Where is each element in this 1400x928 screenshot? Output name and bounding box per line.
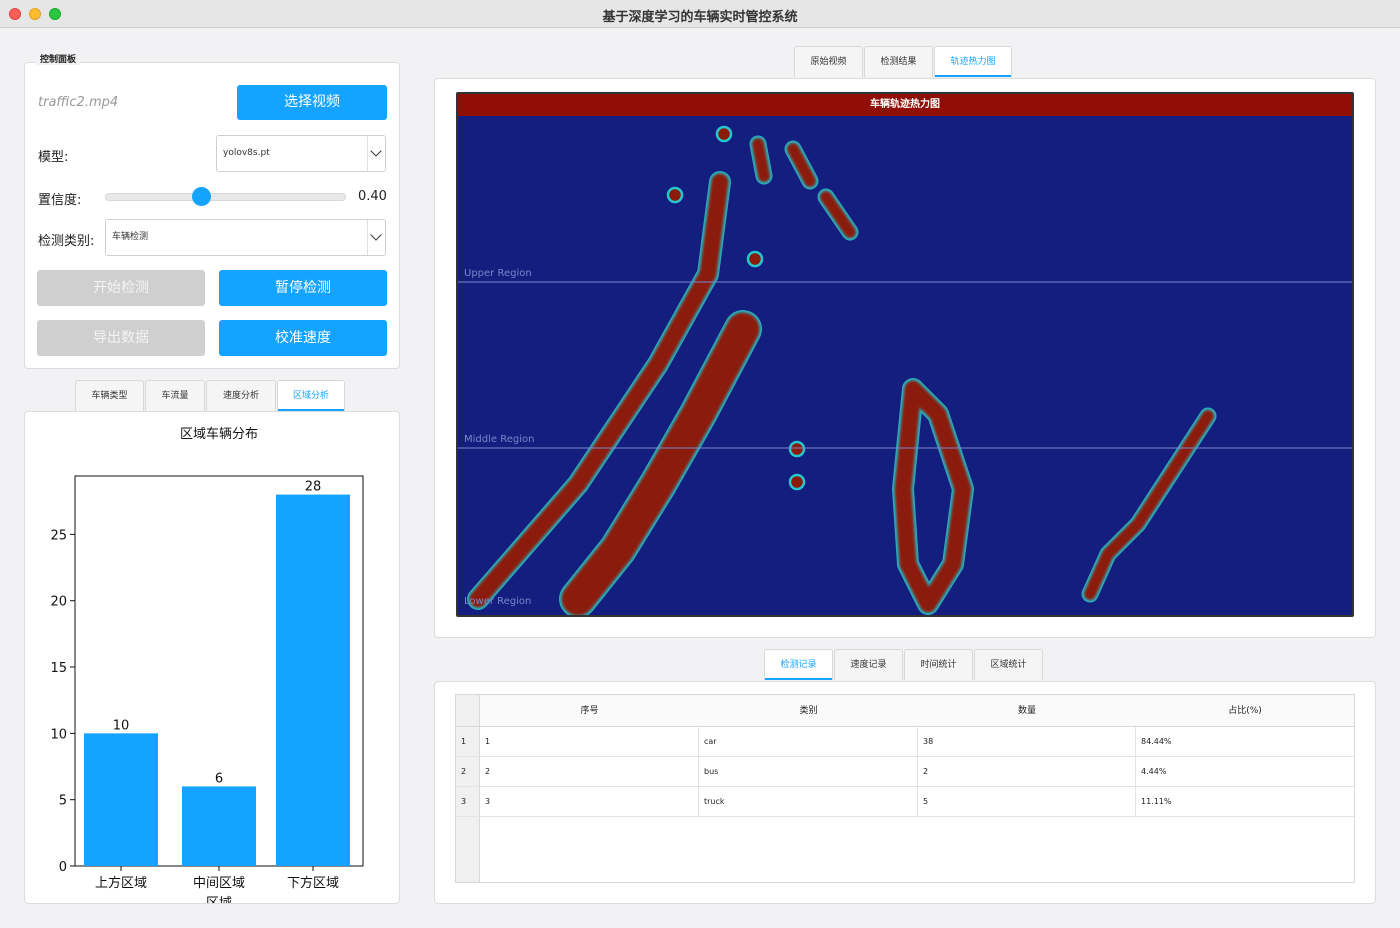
x-tick-label: 下方区域 [287, 875, 339, 891]
close-window-button[interactable] [9, 8, 21, 20]
table-cell[interactable]: 5 [918, 787, 1136, 817]
tab-traffic-flow[interactable]: 车流量 [145, 380, 205, 411]
y-tick-label: 15 [50, 661, 67, 676]
table-cell[interactable]: truck [699, 787, 918, 817]
tab-vehicle-type[interactable]: 车辆类型 [75, 380, 144, 411]
region-label-middle: Middle Region [464, 434, 534, 445]
y-tick-label: 10 [50, 727, 67, 742]
table-cell[interactable]: 38 [918, 727, 1136, 757]
bar-data-label: 10 [113, 718, 130, 733]
control-panel-title: 控制面板 [36, 52, 81, 65]
export-data-button[interactable]: 导出数据 [37, 320, 205, 356]
heatmap-header-text: 车辆轨迹热力图 [870, 99, 940, 110]
y-tick-label: 25 [50, 528, 67, 543]
chart-bar [276, 494, 350, 866]
y-tick-label: 5 [59, 794, 67, 809]
chart-bar [84, 733, 158, 866]
heatmap-trails: Upper Region Middle Region Lower Region [458, 125, 1352, 615]
heatmap-header-bar: 车辆轨迹热力图 [458, 94, 1352, 116]
x-tick-label: 区域 [206, 896, 232, 903]
region-label-lower: Lower Region [464, 596, 531, 607]
confidence-label: 置信度: [38, 193, 82, 208]
tab-region-stats[interactable]: 区域统计 [974, 649, 1043, 680]
table-cell[interactable]: 11.11% [1141, 797, 1172, 806]
table-cell[interactable]: 84.44% [1141, 737, 1172, 746]
calibrate-speed-button[interactable]: 校准速度 [219, 320, 387, 356]
table-corner[interactable] [456, 695, 480, 727]
table-cell[interactable]: 2 [480, 757, 699, 787]
pause-detection-button[interactable]: 暂停检测 [219, 270, 387, 306]
column-header-index[interactable]: 序号 [480, 695, 699, 727]
model-select[interactable]: yolov8s.pt [216, 135, 386, 172]
row-number: 2 [461, 767, 467, 776]
model-select-value: yolov8s.pt [223, 148, 270, 158]
table-row[interactable]: 3 3 truck 5 11.11% [456, 787, 1354, 817]
tab-detection-result[interactable]: 检测结果 [864, 46, 933, 77]
table-cell[interactable]: 2 [918, 757, 1136, 787]
title-bar: 基于深度学习的车辆实时管控系统 [0, 0, 1400, 28]
table-cell[interactable]: 3 [480, 787, 699, 817]
tab-speed-analysis[interactable]: 速度分析 [206, 380, 276, 411]
chevron-down-icon [367, 220, 385, 255]
confidence-value: 0.40 [358, 189, 387, 204]
table-row-header-column [456, 727, 480, 882]
chart-bar [182, 786, 256, 866]
column-header-count[interactable]: 数量 [918, 695, 1136, 727]
confidence-slider-handle[interactable] [192, 187, 211, 206]
window-title: 基于深度学习的车辆实时管控系统 [602, 10, 798, 25]
start-detection-button[interactable]: 开始检测 [37, 270, 205, 306]
x-tick-label: 中间区域 [193, 876, 245, 891]
video-file-name: traffic2.mp4 [38, 95, 119, 110]
y-tick-label: 20 [50, 595, 67, 610]
table-row[interactable]: 2 2 bus 2 4.44% [456, 757, 1354, 787]
tab-original-video[interactable]: 原始视频 [794, 46, 863, 77]
tab-trajectory-heatmap[interactable]: 轨迹热力图 [934, 46, 1012, 77]
category-select[interactable]: 车辆检测 [105, 219, 386, 256]
y-tick-label: 0 [59, 860, 67, 875]
category-label: 检测类别: [38, 234, 95, 249]
select-video-button[interactable]: 选择视频 [237, 85, 387, 120]
table-cell[interactable]: bus [699, 757, 918, 787]
app-body: 控制面板 traffic2.mp4 选择视频 模型: yolov8s.pt 置信… [0, 28, 1400, 928]
bar-data-label: 28 [305, 480, 322, 495]
tab-speed-records[interactable]: 速度记录 [834, 649, 903, 680]
model-label: 模型: [38, 150, 69, 165]
table-row[interactable]: 1 1 car 38 84.44% [456, 727, 1354, 757]
table-cell[interactable]: 1 [480, 727, 699, 757]
category-select-value: 车辆检测 [112, 232, 149, 242]
table-cell[interactable]: 4.44% [1141, 767, 1167, 776]
table-cell[interactable]: car [699, 727, 918, 757]
region-label-upper: Upper Region [464, 268, 532, 279]
minimize-window-button[interactable] [29, 8, 41, 20]
tab-time-stats[interactable]: 时间统计 [904, 649, 973, 680]
zoom-window-button[interactable] [49, 8, 61, 20]
confidence-slider[interactable] [105, 193, 346, 201]
trajectory-heatmap: 车辆轨迹热力图 [456, 92, 1354, 617]
tab-detection-records[interactable]: 检测记录 [764, 649, 833, 680]
x-tick-label: 上方区域 [95, 875, 147, 891]
records-table: 序号 类别 数量 占比(%) 1 1 car 38 84.44% 2 2 bus… [455, 694, 1355, 883]
region-bar-chart: 区域车辆分布 0 5 10 15 20 25 10 上方区域 6 中间区域区域 28 下方区域 [50, 426, 364, 903]
bar-data-label: 6 [215, 771, 223, 786]
column-header-percent[interactable]: 占比(%) [1136, 695, 1354, 727]
chart-title: 区域车辆分布 [180, 426, 258, 442]
chevron-down-icon [367, 136, 385, 171]
row-number: 1 [461, 737, 467, 746]
tab-region-analysis[interactable]: 区域分析 [277, 380, 345, 411]
column-header-category[interactable]: 类别 [699, 695, 918, 727]
row-number: 3 [461, 797, 467, 806]
